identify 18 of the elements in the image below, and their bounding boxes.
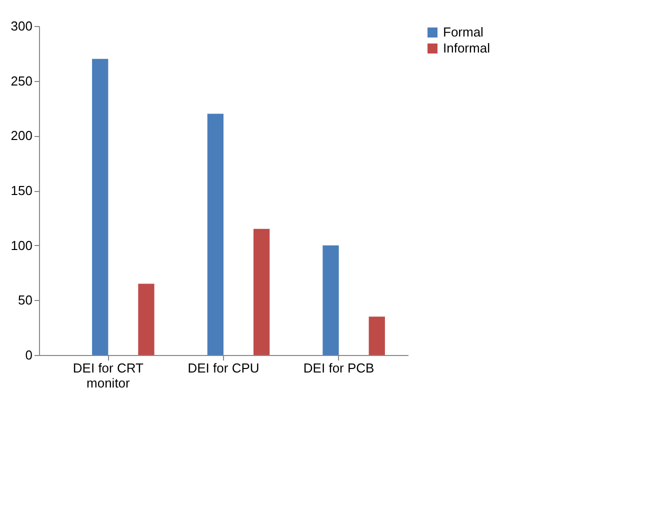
bar [253, 228, 270, 355]
y-tick-label: 250 [10, 73, 32, 88]
x-tick-label: DEI for CPU [188, 360, 260, 376]
bar [138, 284, 154, 355]
legend-label: Formal [443, 24, 484, 40]
x-tick-label: DEI for PCB [303, 360, 374, 376]
bar [207, 114, 224, 355]
y-tick-label: 50 [18, 292, 32, 308]
bar [368, 316, 385, 355]
y-tick-label: 100 [10, 238, 32, 253]
bar [322, 245, 339, 355]
legend-label: Informal [443, 40, 490, 56]
x-tick-label: DEI for CRT monitor [72, 360, 144, 390]
y-tick-label: 150 [10, 183, 32, 198]
y-tick-label: 200 [10, 128, 32, 144]
y-tick-label: 0 [25, 348, 32, 362]
y-tick-label: 300 [10, 18, 32, 34]
bar [92, 58, 108, 355]
